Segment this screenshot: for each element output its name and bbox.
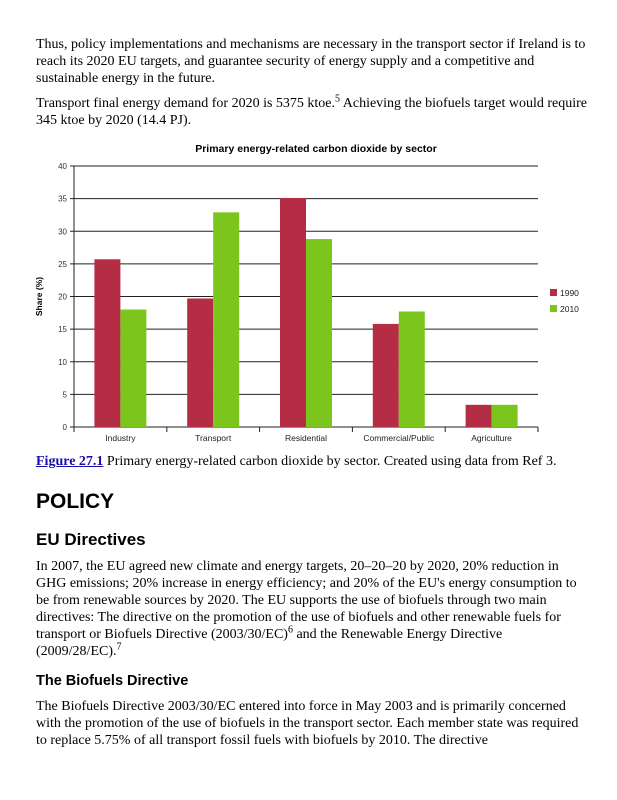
subsection-heading: EU Directives [36,530,146,549]
y-axis-label: Share (%) [34,277,44,316]
text: In 2007, the EU agreed new climate and e… [36,559,577,642]
footnote-ref[interactable]: 7 [116,641,122,653]
x-tick-label: Agriculture [471,433,512,443]
chart-title: Primary energy-related carbon dioxide by… [195,143,437,155]
caption-text: Primary energy-related carbon dioxide by… [103,454,557,469]
legend-swatch [550,289,557,296]
y-tick-label: 35 [58,195,67,204]
paragraph-4: The Biofuels Directive 2003/30/EC entere… [36,699,579,748]
bar-1990-commercial-public [372,323,399,427]
x-tick-label: Industry [105,433,136,443]
bar-1990-transport [187,298,214,427]
bar-2010-agriculture [491,404,518,427]
x-tick-label: Commercial/Public [363,433,435,443]
bar-2010-transport [213,212,240,427]
footnote-ref[interactable]: 6 [287,624,293,636]
text: Achieving the biofuels target would requ… [36,96,588,128]
subsubsection-heading: The Biofuels Directive [36,673,189,689]
y-tick-label: 25 [58,260,67,269]
figure-link[interactable]: Figure 27.1 [36,454,104,469]
bar-2010-industry [120,309,147,427]
y-tick-label: 30 [58,227,67,236]
bar-2010-commercial-public [398,311,425,427]
y-tick-label: 40 [58,162,67,171]
bar-1990-residential [280,197,306,427]
x-tick-label: Transport [195,433,232,443]
footnote-ref[interactable]: 5 [335,93,341,105]
intro-text: Thus, policy implementations and mechani… [36,36,588,137]
y-tick-label: 0 [63,423,68,432]
y-tick-label: 10 [58,358,67,367]
section-heading: POLICY [36,490,115,513]
y-tick-label: 20 [58,293,67,302]
y-tick-label: 5 [63,390,68,399]
bar-2010-residential [306,239,332,427]
text: Transport final energy demand for 2020 i… [36,96,336,111]
paragraph-3: In 2007, the EU agreed new climate and e… [36,558,588,660]
legend-swatch [550,305,557,312]
paragraph-1: Thus, policy implementations and mechani… [36,37,586,86]
bar-1990-agriculture [465,404,492,427]
paragraph-2: Transport final energy demand for 2020 i… [36,93,588,129]
legend-label: 1990 [560,288,579,298]
bar-1990-industry [94,259,121,427]
legend-label: 2010 [560,304,579,314]
figure-caption: Figure 27.1 Primary energy-related carbo… [36,454,556,470]
x-tick-label: Residential [285,433,327,443]
y-tick-label: 15 [58,325,67,334]
text: and the Renewable Energy Directive (2009… [36,627,503,659]
bar-chart: Primary energy-related carbon dioxide by… [34,143,579,443]
